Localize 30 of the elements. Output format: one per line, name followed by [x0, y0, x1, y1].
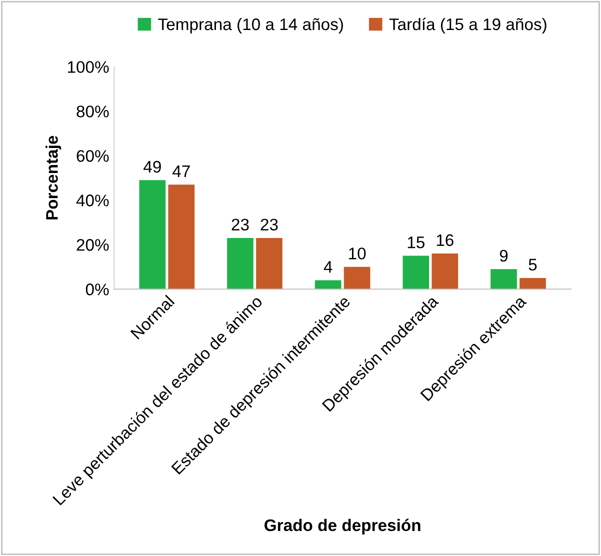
data-label: 49	[144, 160, 161, 173]
data-label: 5	[528, 258, 537, 271]
data-label: 10	[349, 248, 366, 260]
data-label: 23	[260, 218, 278, 231]
data-label: 23	[232, 218, 249, 231]
bar	[432, 254, 458, 290]
data-label: 16	[436, 234, 454, 246]
y-tick-label: 0%	[86, 284, 109, 296]
data-label: 15	[408, 236, 424, 248]
y-axis-title: Porcentaje	[46, 136, 62, 220]
bar	[227, 238, 254, 290]
data-label: 9	[500, 250, 508, 262]
bar	[520, 278, 546, 290]
bar	[314, 280, 342, 290]
y-tick-label: 100%	[68, 61, 109, 73]
legend-label: Tardía (15 a 19 años)	[389, 18, 546, 34]
bar	[402, 256, 430, 290]
y-tick-label: 20%	[76, 239, 109, 251]
bar	[139, 180, 166, 290]
bar	[256, 238, 282, 290]
y-tick-label: 80%	[76, 106, 109, 118]
bar	[168, 184, 195, 290]
y-tick-label: 60%	[76, 150, 109, 162]
data-label: 47	[172, 166, 190, 177]
bar	[344, 266, 370, 290]
x-axis-title: Grado de depresión	[264, 518, 420, 534]
legend-label: Temprana (10 a 14 años)	[158, 18, 343, 34]
y-tick-label: 40%	[76, 194, 109, 206]
data-label: 4	[324, 261, 332, 273]
bar	[490, 269, 517, 290]
